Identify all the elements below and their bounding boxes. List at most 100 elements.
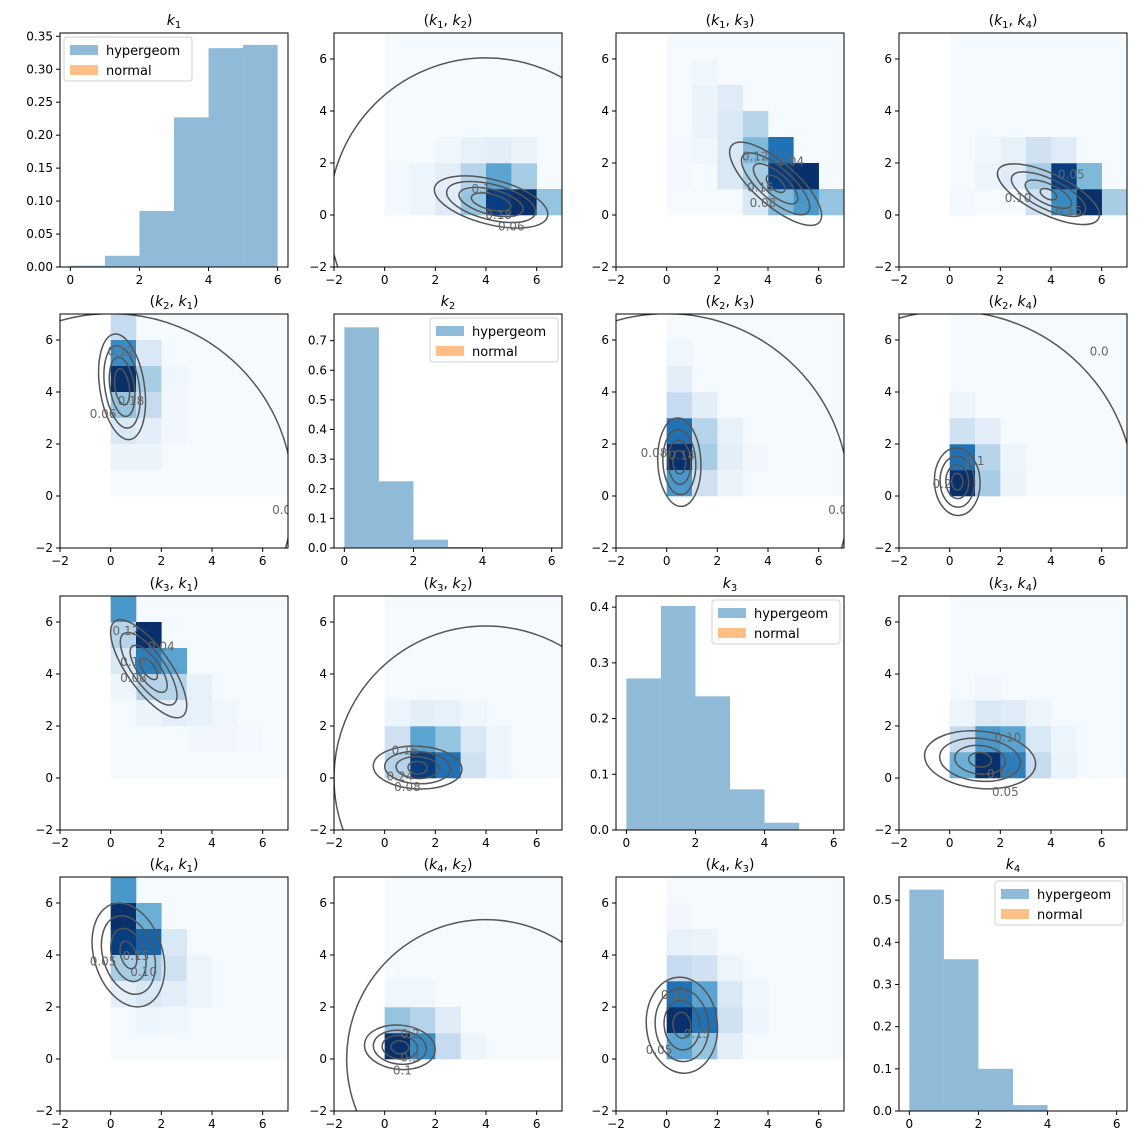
y-tick-label: 2 bbox=[601, 1000, 609, 1014]
contour-line bbox=[109, 619, 188, 719]
title-part: k bbox=[994, 576, 1003, 592]
heatmap-cell bbox=[511, 85, 537, 112]
heatmap-cell bbox=[536, 648, 562, 675]
y-tick-label: 0 bbox=[884, 489, 892, 503]
subplot-title: (k1, k3) bbox=[706, 13, 755, 31]
contour-line bbox=[672, 1011, 692, 1039]
y-tick-label: 6 bbox=[884, 333, 892, 347]
y-tick-label: 2 bbox=[45, 437, 53, 451]
heatmap-cell bbox=[1025, 726, 1052, 753]
axes-frame bbox=[615, 876, 845, 1112]
heatmap-cell bbox=[384, 700, 411, 727]
legend-label-normal: normal bbox=[754, 627, 800, 642]
title-part: ) bbox=[749, 294, 754, 310]
heatmap-cell bbox=[949, 314, 976, 341]
heatmap-cell bbox=[511, 189, 537, 216]
contour-label: 0.15 bbox=[684, 1027, 711, 1041]
heatmap-cell bbox=[793, 189, 819, 216]
heatmap-cell bbox=[435, 648, 461, 675]
axes-frame bbox=[59, 313, 289, 549]
x-tick-label: 0 bbox=[946, 554, 954, 568]
heatmap-cell bbox=[949, 59, 976, 86]
contour-label: 0.12 bbox=[113, 624, 140, 638]
heatmap-cell bbox=[186, 1033, 213, 1060]
title-part: ( bbox=[424, 576, 429, 592]
axes-frame bbox=[59, 32, 289, 268]
heatmap-cell bbox=[212, 444, 238, 471]
heatmap-cell bbox=[692, 163, 718, 190]
heatmap-cell bbox=[262, 340, 288, 367]
title-part: k bbox=[178, 294, 187, 310]
heatmap-cell bbox=[435, 1033, 461, 1060]
title-part: k bbox=[1017, 576, 1026, 592]
heatmap-cell bbox=[536, 877, 562, 904]
x-tick-label: 2 bbox=[997, 554, 1005, 568]
heatmap-cell bbox=[1076, 700, 1102, 727]
heatmap-cell bbox=[818, 929, 844, 956]
heatmap-cell bbox=[692, 955, 718, 982]
heatmap-cell bbox=[262, 648, 288, 675]
title-part: ) bbox=[1032, 13, 1037, 29]
contour-label: 0.3 bbox=[400, 1051, 419, 1065]
heatmap-cell bbox=[161, 1033, 187, 1060]
title-part: k bbox=[178, 857, 187, 873]
heatmap-cell bbox=[1051, 648, 1077, 675]
y-tick-label: 0.20 bbox=[26, 128, 53, 142]
heatmap-cell bbox=[692, 189, 718, 216]
heatmap-cell bbox=[717, 111, 743, 138]
title-part: 3 bbox=[163, 583, 169, 594]
x-tick-label: 2 bbox=[997, 836, 1005, 850]
heatmap-cell bbox=[1025, 59, 1052, 86]
x-tick-label: 4 bbox=[482, 1117, 490, 1131]
title-part: 4 bbox=[1014, 864, 1020, 875]
heatmap-cell bbox=[410, 596, 436, 623]
heatmap-cell bbox=[435, 700, 461, 727]
title-part: k bbox=[429, 13, 438, 29]
heatmap-cell bbox=[161, 444, 187, 471]
heatmap-cell bbox=[161, 470, 187, 497]
heatmap-cell bbox=[486, 33, 512, 60]
heatmap-cell bbox=[460, 33, 487, 60]
heatmap-cell bbox=[410, 1007, 436, 1034]
contour-label: 0.0 bbox=[370, 866, 389, 880]
legend: hypergeom normal bbox=[63, 36, 193, 82]
heatmap-cell bbox=[717, 85, 743, 112]
heatmap-cell bbox=[536, 85, 562, 112]
x-tick-label: 4 bbox=[1044, 1117, 1052, 1131]
heatmap-cell bbox=[1101, 366, 1127, 393]
heatmap-cell bbox=[1076, 444, 1102, 471]
title-part: 4 bbox=[1026, 20, 1032, 31]
subplot-title: (k1, k2) bbox=[424, 13, 473, 31]
plot-area: 0.10 0.15 0.05 bbox=[923, 596, 1127, 799]
title-part: 4 bbox=[719, 864, 725, 875]
contour-line bbox=[334, 625, 562, 830]
x-tick-label: 6 bbox=[259, 1117, 267, 1131]
heatmap-cell bbox=[768, 59, 794, 86]
title-part: 3 bbox=[743, 20, 749, 31]
x-tick-label: 2 bbox=[158, 554, 166, 568]
heatmap-cell bbox=[384, 163, 411, 190]
heatmap-cell bbox=[768, 137, 794, 164]
heatmap-cell bbox=[110, 674, 137, 701]
heatmap-cell bbox=[262, 1007, 288, 1034]
heatmap-cell bbox=[161, 366, 187, 393]
heatmap-cell bbox=[110, 444, 137, 471]
contour-line bbox=[939, 455, 976, 508]
heatmap-cell bbox=[161, 340, 187, 367]
title-part: 2 bbox=[461, 583, 467, 594]
title-part: , bbox=[444, 857, 453, 873]
heatmap-cell bbox=[237, 752, 263, 779]
legend-swatch-normal bbox=[70, 65, 98, 75]
heatmap-cell bbox=[212, 314, 238, 341]
title-part: k bbox=[994, 294, 1003, 310]
heatmap-cell bbox=[742, 444, 769, 471]
x-tick-label: 2 bbox=[158, 1117, 166, 1131]
y-tick-label: 2 bbox=[884, 156, 892, 170]
heatmap-cell bbox=[384, 111, 411, 138]
title-part: ( bbox=[424, 13, 429, 29]
heatmap-cell bbox=[435, 111, 461, 138]
heatmap-cell bbox=[1076, 726, 1102, 753]
x-tick-label: −2 bbox=[325, 836, 343, 850]
heatmap-cell bbox=[237, 1007, 263, 1034]
